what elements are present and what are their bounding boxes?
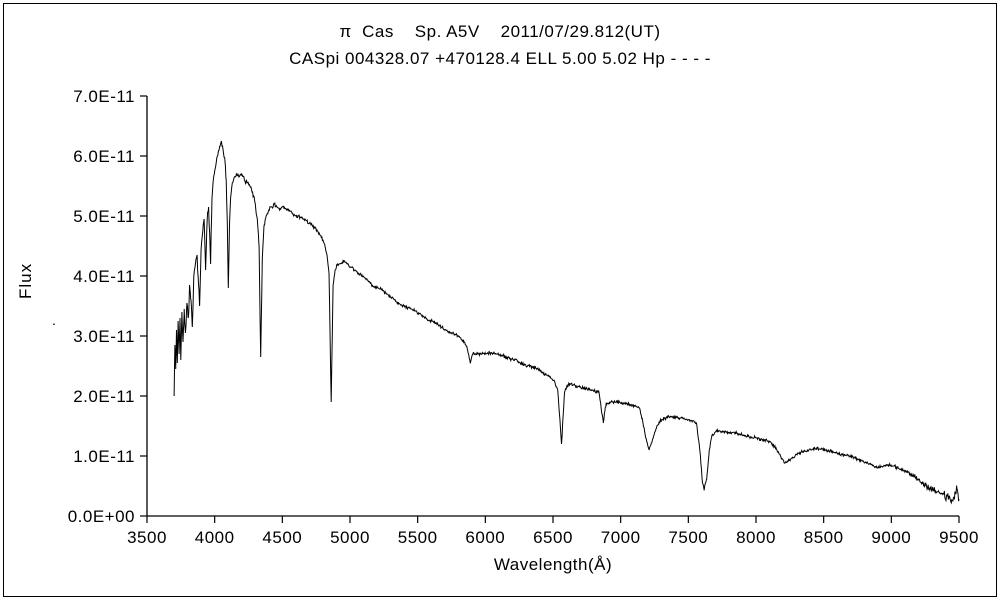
- y-axis-label: Flux: [16, 262, 35, 299]
- svg-text:5.0E-11: 5.0E-11: [73, 207, 135, 226]
- spectrum-plot: 3500 4000 4500 5000 5500 6000 6500 7000 7500 8000…: [68, 87, 979, 547]
- y-axis-label-dot: .: [52, 312, 56, 328]
- svg-text:7.0E-11: 7.0E-11: [73, 87, 135, 106]
- svg-text:8000: 8000: [736, 528, 776, 547]
- svg-text:6500: 6500: [533, 528, 573, 547]
- svg-text:2.0E-11: 2.0E-11: [73, 387, 135, 406]
- chart-title: π Cas Sp. A5V 2011/07/29.812(UT): [339, 22, 661, 41]
- chart-subtitle: CASpi 004328.07 +470128.4 ELL 5.00 5.02 …: [289, 49, 711, 68]
- svg-text:8500: 8500: [804, 528, 844, 547]
- svg-text:4500: 4500: [262, 528, 302, 547]
- svg-text:1.0E-11: 1.0E-11: [73, 447, 135, 466]
- svg-text:5500: 5500: [398, 528, 438, 547]
- svg-text:7000: 7000: [601, 528, 641, 547]
- svg-text:0.0E+00: 0.0E+00: [68, 507, 135, 526]
- svg-text:5000: 5000: [330, 528, 370, 547]
- x-axis-label: Wavelength(Å): [493, 555, 613, 574]
- svg-text:6000: 6000: [465, 528, 505, 547]
- svg-text:7500: 7500: [668, 528, 708, 547]
- svg-text:4000: 4000: [195, 528, 235, 547]
- svg-text:9000: 9000: [871, 528, 911, 547]
- svg-text:3.0E-11: 3.0E-11: [73, 327, 135, 346]
- svg-text:6.0E-11: 6.0E-11: [73, 147, 135, 166]
- chart-frame: π Cas Sp. A5V 2011/07/29.812(UT) CASpi 0…: [3, 3, 997, 597]
- svg-text:3500: 3500: [127, 528, 167, 547]
- svg-text:4.0E-11: 4.0E-11: [73, 267, 135, 286]
- svg-text:9500: 9500: [939, 528, 979, 547]
